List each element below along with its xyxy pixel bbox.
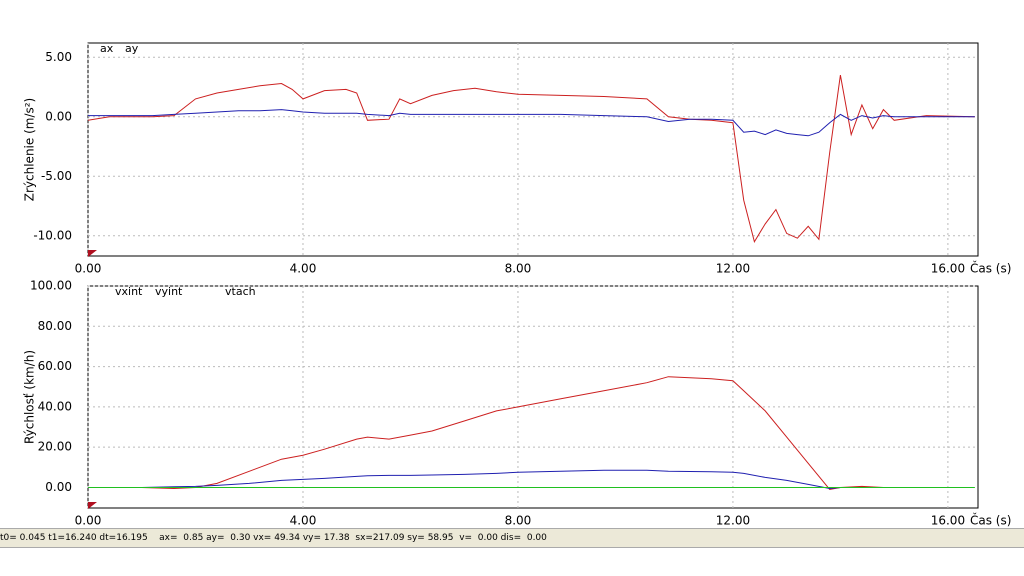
- x-tick-label: 16.00: [931, 514, 965, 528]
- x-tick-label: 12.00: [716, 262, 750, 276]
- y-axis-label: Zrýchlenie (m/s²): [23, 98, 37, 201]
- y-tick-label: 100.00: [30, 279, 72, 293]
- y-tick-label: 20.00: [38, 440, 72, 454]
- plot-area: [87, 285, 979, 509]
- x-tick-label: 0.00: [75, 262, 102, 276]
- x-axis-label: Čas (s): [970, 261, 1011, 276]
- x-tick-label: 0.00: [75, 514, 102, 528]
- x-tick-label: 8.00: [505, 262, 532, 276]
- start-marker: [88, 250, 97, 257]
- y-axis-label: Rýchlosť (km/h): [23, 350, 37, 444]
- series-line: [88, 109, 975, 137]
- legend-label: vxint: [115, 285, 143, 298]
- legend-label: ay: [125, 42, 139, 55]
- plot-area: [87, 42, 979, 257]
- y-tick-label: 0.00: [45, 480, 72, 494]
- charts: 5.00 0.00 -5.00 -10.00 0.00 4.00 8.00 12.00 16.0…: [23, 42, 1012, 528]
- y-tick-label: -10.00: [33, 228, 72, 242]
- y-tick-label: 5.00: [45, 50, 72, 64]
- legend-label: vtach: [225, 285, 256, 298]
- series-line: [88, 469, 884, 490]
- x-tick-label: 4.00: [290, 514, 317, 528]
- x-tick-label: 4.00: [290, 262, 317, 276]
- x-axis-label: Čas (s): [970, 513, 1011, 528]
- y-tick-label: 60.00: [38, 359, 72, 373]
- x-tick-label: 8.00: [505, 514, 532, 528]
- series-line: [87, 75, 975, 243]
- y-tick-label: -5.00: [41, 169, 72, 183]
- legend-label: vyint: [155, 285, 183, 298]
- x-tick-label: 12.00: [716, 514, 750, 528]
- start-marker: [88, 502, 97, 509]
- y-tick-label: 80.00: [38, 319, 72, 333]
- y-tick-label: 40.00: [38, 399, 72, 413]
- y-tick-label: 0.00: [45, 109, 72, 123]
- series-line: [88, 376, 884, 491]
- legend-label: ax: [100, 42, 114, 55]
- x-tick-label: 16.00: [931, 262, 965, 276]
- status-bar: t0= 0.045 t1=16.240 dt=16.195 ax= 0.85 a…: [0, 528, 1024, 548]
